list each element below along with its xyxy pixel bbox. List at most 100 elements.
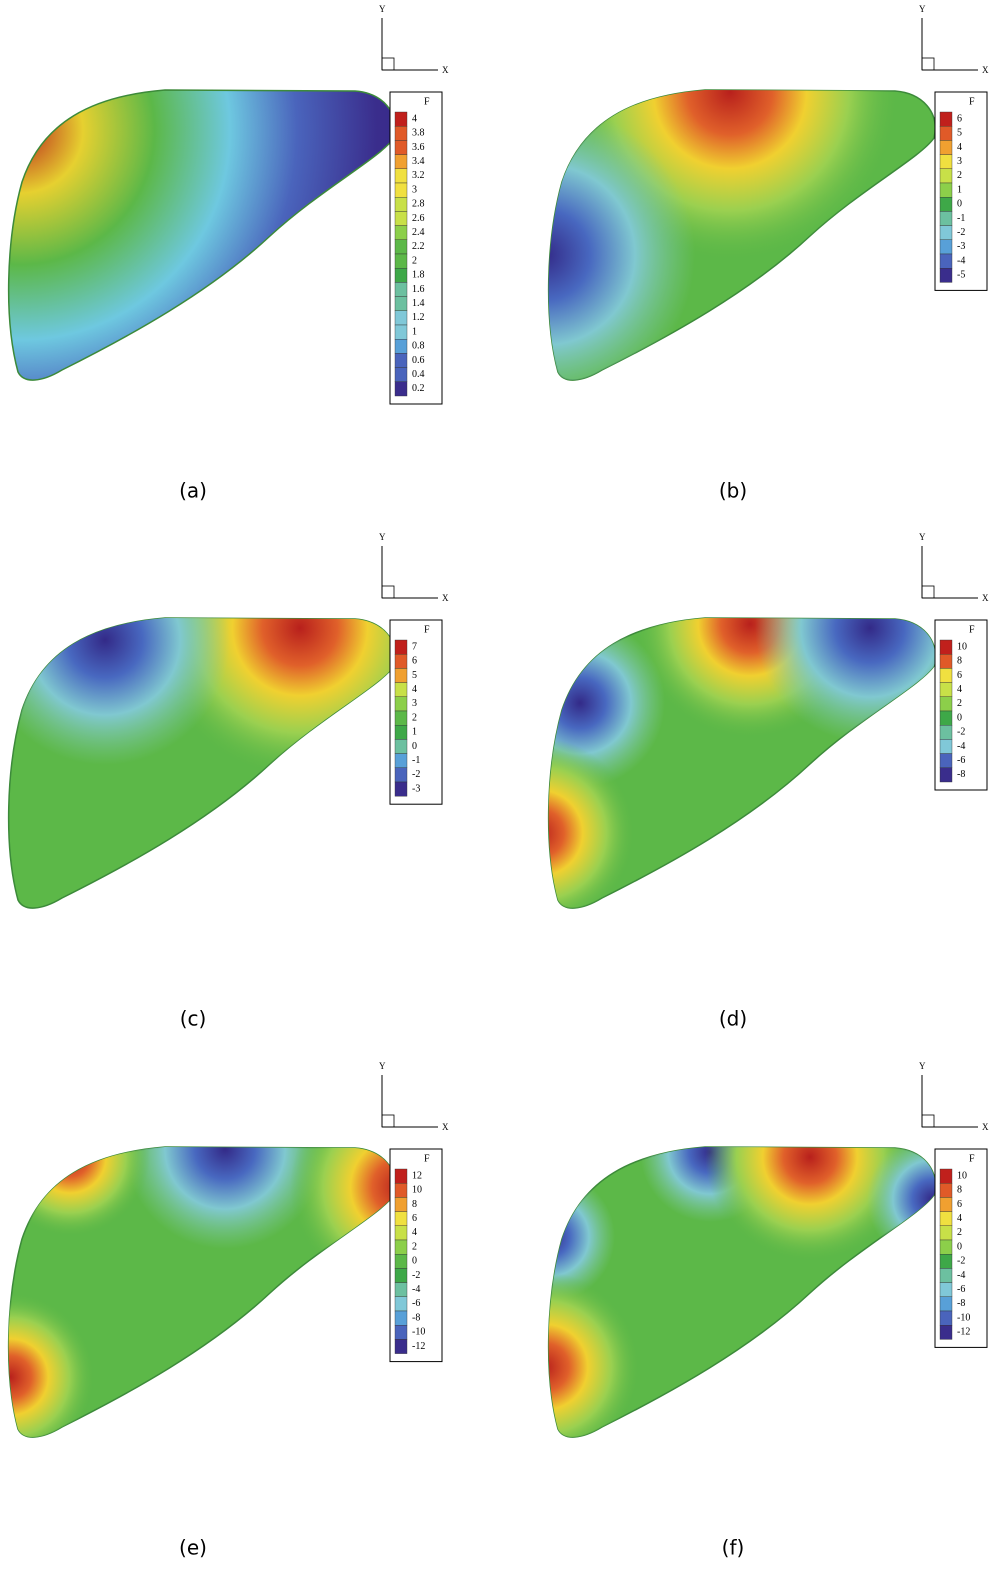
legend-label: -2: [412, 769, 420, 780]
legend-swatch: [939, 268, 953, 283]
legend-label: 2.6: [412, 213, 425, 224]
legend-swatch: [939, 1182, 953, 1198]
axis-corner: [381, 57, 395, 71]
legend-label: 2: [412, 712, 417, 723]
legend-swatch: [939, 753, 953, 769]
legend-label: 2: [412, 255, 417, 266]
legend-swatch: [394, 111, 408, 127]
legend-label: 6: [957, 113, 962, 124]
legend-label: -3: [412, 783, 420, 794]
legend-swatch: [394, 781, 408, 797]
legend-label: 0.4: [412, 369, 425, 380]
legend-label: 6: [412, 656, 417, 667]
legend-swatch: [939, 125, 953, 141]
legend-label: 6: [957, 1199, 962, 1210]
legend-swatch: [394, 1211, 408, 1227]
axis-label-y: Y: [919, 1061, 926, 1071]
legend-swatch: [939, 653, 953, 669]
legend-label: -2: [957, 227, 965, 238]
axis-corner: [381, 585, 395, 599]
legend-label: 10: [412, 1185, 422, 1196]
legend-swatch: [394, 239, 408, 255]
legend-swatch: [394, 1182, 408, 1198]
legend-label: -6: [957, 755, 965, 766]
legend-label: 4: [957, 142, 962, 153]
legend-swatch: [394, 1253, 408, 1269]
panel: Y X F4 3.8 3.6 3.4 3.2 3 2.8 2.6 2.4 2.2 2 1.8 1.6 1.4 1…: [7, 4, 449, 503]
legend-label: -6: [412, 1298, 420, 1309]
legend-label: 3.4: [412, 156, 425, 167]
legend-swatch: [939, 196, 953, 212]
legend-label: -2: [957, 727, 965, 738]
legend-swatch: [394, 125, 408, 141]
legend-swatch: [939, 140, 953, 155]
cold-spot: [548, 105, 695, 381]
legend-label: 1: [412, 326, 417, 337]
legend-swatch: [394, 381, 408, 397]
legend-label: 0.8: [412, 341, 425, 352]
legend-swatch: [939, 168, 953, 184]
legend-label: 6: [957, 670, 962, 681]
cold-spot: [8, 618, 230, 765]
legend-swatch: [394, 353, 408, 368]
legend-swatch: [394, 296, 408, 312]
cold-spot: [548, 618, 665, 788]
legend-label: 1.4: [412, 298, 425, 309]
legend-swatch: [394, 324, 408, 340]
legend-swatch: [394, 668, 408, 683]
panel-caption: (f): [722, 1536, 745, 1560]
legend-title: F: [424, 624, 430, 635]
legend-label: -6: [957, 1284, 965, 1295]
legend-label: 2: [957, 698, 962, 709]
legend-label: -4: [412, 1284, 420, 1295]
legend-swatch: [939, 1239, 953, 1255]
legend-label: 4: [412, 684, 417, 695]
panel-caption: (a): [179, 479, 207, 503]
legend-label: -3: [957, 241, 965, 252]
legend-label: 2.2: [412, 241, 425, 252]
legend-label: 10: [957, 641, 967, 652]
legend-label: -12: [412, 1341, 425, 1352]
hot-spot: [548, 1272, 640, 1438]
legend-label: -12: [957, 1327, 970, 1338]
legend-label: 1.2: [412, 312, 425, 323]
legend-swatch: [394, 1339, 408, 1354]
legend-swatch: [394, 310, 408, 326]
panel: Y X F10 8 6 4 2 0 -2 -4 -6 -8 -10 -12 (f): [547, 1061, 989, 1560]
legend-swatch: [394, 1268, 408, 1283]
legend-swatch: [939, 682, 953, 698]
legend-swatch: [939, 1310, 953, 1326]
panel: Y X F10 8 6 4 2 0 -2 -4 -6 -8 (d): [547, 532, 989, 1031]
axis-corner: [921, 1114, 935, 1128]
legend-label: 1.8: [412, 270, 425, 281]
legend-label: 1: [957, 184, 962, 195]
legend-label: -8: [957, 769, 965, 780]
legend-swatch: [939, 1168, 953, 1184]
legend-swatch: [394, 767, 408, 783]
legend-label: 4: [957, 1213, 962, 1224]
axis-label-y: Y: [379, 532, 386, 542]
legend-swatch: [394, 639, 408, 655]
panel: Y X F12 10 8 6 4 2 0 -2 -4 -6 -8 -10 -12 (e): [7, 1061, 449, 1560]
legend-swatch: [939, 724, 953, 740]
legend-label: 4: [412, 113, 417, 124]
hot-spot: [548, 738, 635, 909]
legend-swatch: [939, 1282, 953, 1298]
legend-label: 2: [957, 1227, 962, 1238]
legend-swatch: [939, 639, 953, 655]
legend-label: 8: [957, 1185, 962, 1196]
legend-label: 2: [957, 170, 962, 181]
hot-spot: [8, 1292, 95, 1438]
axis-label-y: Y: [379, 1061, 386, 1071]
legend-label: -1: [957, 213, 965, 224]
axis-label-x: X: [442, 593, 449, 603]
panel-caption: (c): [180, 1007, 207, 1031]
axis-label-x: X: [982, 1122, 989, 1132]
legend-label: -8: [957, 1298, 965, 1309]
legend-swatch: [394, 1239, 408, 1255]
axis-corner: [921, 585, 935, 599]
legend-label: -4: [957, 1270, 965, 1281]
axis-label-x: X: [982, 593, 989, 603]
legend-swatch: [394, 1197, 408, 1212]
legend-swatch: [939, 154, 953, 170]
